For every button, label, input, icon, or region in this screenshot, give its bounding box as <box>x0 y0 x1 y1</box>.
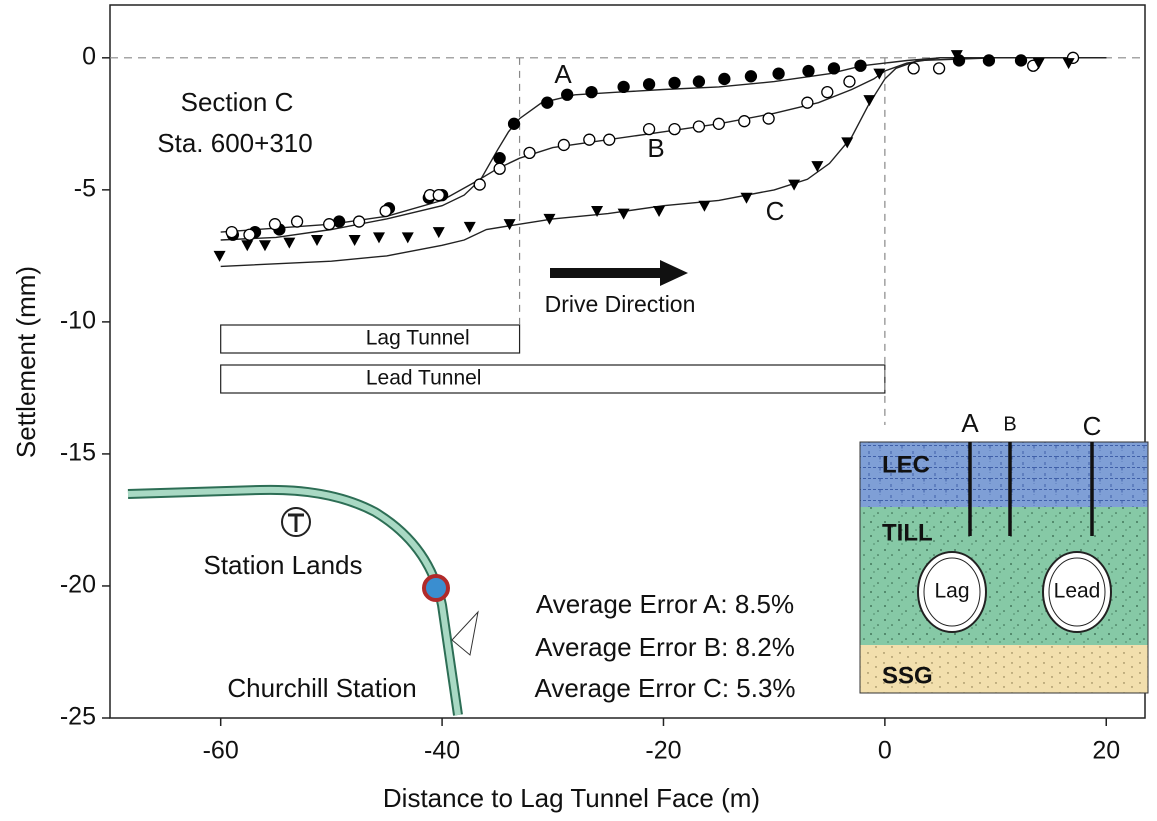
point <box>669 77 680 88</box>
point <box>214 251 226 262</box>
layer-label: TILL <box>882 519 933 546</box>
instrument-label: C <box>1083 411 1102 441</box>
map-label: Station Lands <box>203 550 362 580</box>
point <box>983 55 994 66</box>
x-tick-label: -40 <box>424 737 460 765</box>
point <box>509 118 520 129</box>
y-tick-label: -5 <box>74 174 96 202</box>
point <box>241 240 253 251</box>
point <box>226 227 237 238</box>
point <box>311 235 323 246</box>
instrument-label: A <box>961 408 979 438</box>
annotation: Average Error C: 5.3% <box>534 673 795 703</box>
point <box>402 232 414 243</box>
y-tick-label: -25 <box>60 703 96 731</box>
point <box>244 229 255 240</box>
series-label: A <box>554 59 572 89</box>
point <box>562 89 573 100</box>
instrument-label: B <box>1003 413 1016 435</box>
y-tick-label: -10 <box>60 306 96 334</box>
point <box>1016 55 1027 66</box>
point <box>349 235 361 246</box>
y-tick-label: 0 <box>82 42 96 70</box>
series-label: B <box>647 133 664 163</box>
map-label: Churchill Station <box>227 673 416 703</box>
layer-label: LEC <box>882 451 930 478</box>
point <box>713 118 724 129</box>
layer-label: SSG <box>882 662 933 689</box>
point <box>773 68 784 79</box>
point <box>844 76 855 87</box>
point <box>259 240 271 251</box>
x-tick-label: -20 <box>645 737 681 765</box>
point <box>719 73 730 84</box>
point <box>934 63 945 74</box>
tunnel-bar-label: Lead Tunnel <box>366 367 482 390</box>
point <box>373 232 385 243</box>
point <box>474 179 485 190</box>
point <box>542 97 553 108</box>
tunnel-bar-label: Lag Tunnel <box>366 327 470 350</box>
series-label: C <box>766 196 785 226</box>
annotation: Average Error B: 8.2% <box>535 632 795 662</box>
point <box>739 116 750 127</box>
point <box>803 66 814 77</box>
point <box>822 87 833 98</box>
point <box>269 219 280 230</box>
point <box>693 76 704 87</box>
point <box>763 113 774 124</box>
point <box>908 63 919 74</box>
point <box>584 134 595 145</box>
x-axis-label: Distance to Lag Tunnel Face (m) <box>383 783 760 813</box>
point <box>433 227 445 238</box>
point <box>283 238 295 249</box>
point <box>669 124 680 135</box>
point <box>863 95 875 106</box>
point <box>524 147 535 158</box>
point <box>494 153 505 164</box>
x-tick-label: -60 <box>203 737 239 765</box>
chart: Distance to Lag Tunnel Face (m) Settleme… <box>0 0 1157 821</box>
point <box>644 79 655 90</box>
point <box>464 222 476 233</box>
map-branch <box>452 612 478 655</box>
point <box>324 219 335 230</box>
point <box>745 71 756 82</box>
point <box>354 216 365 227</box>
point <box>494 163 505 174</box>
point <box>558 139 569 150</box>
cross-section: LEC TILL SSG Lag Lead A B C <box>860 408 1148 693</box>
annotation: Section C <box>181 87 294 117</box>
tunnel-label: Lead <box>1054 580 1101 603</box>
point <box>855 60 866 71</box>
point <box>586 87 597 98</box>
drive-arrow <box>550 260 688 286</box>
point <box>618 81 629 92</box>
map-marker <box>424 576 448 600</box>
point <box>802 97 813 108</box>
y-tick-label: -20 <box>60 571 96 599</box>
tunnel-label: Lag <box>934 580 969 603</box>
tunnel-bar <box>221 365 885 393</box>
point <box>698 201 710 212</box>
point <box>828 63 839 74</box>
annotation: Drive Direction <box>545 291 696 317</box>
point <box>811 161 823 172</box>
y-axis-label: Settlement (mm) <box>11 266 41 458</box>
point <box>618 209 630 220</box>
x-tick-label: 20 <box>1092 737 1120 765</box>
point <box>334 216 345 227</box>
point <box>604 134 615 145</box>
x-tick-label: 0 <box>878 737 892 765</box>
annotation: Average Error A: 8.5% <box>536 589 794 619</box>
point <box>740 193 752 204</box>
point <box>653 206 665 217</box>
y-tick-label: -15 <box>60 439 96 467</box>
point <box>433 190 444 201</box>
point <box>292 216 303 227</box>
point <box>693 121 704 132</box>
annotation: Sta. 600+310 <box>157 128 312 158</box>
inset-map: Station Lands Churchill Station <box>128 490 478 715</box>
point <box>380 205 391 216</box>
